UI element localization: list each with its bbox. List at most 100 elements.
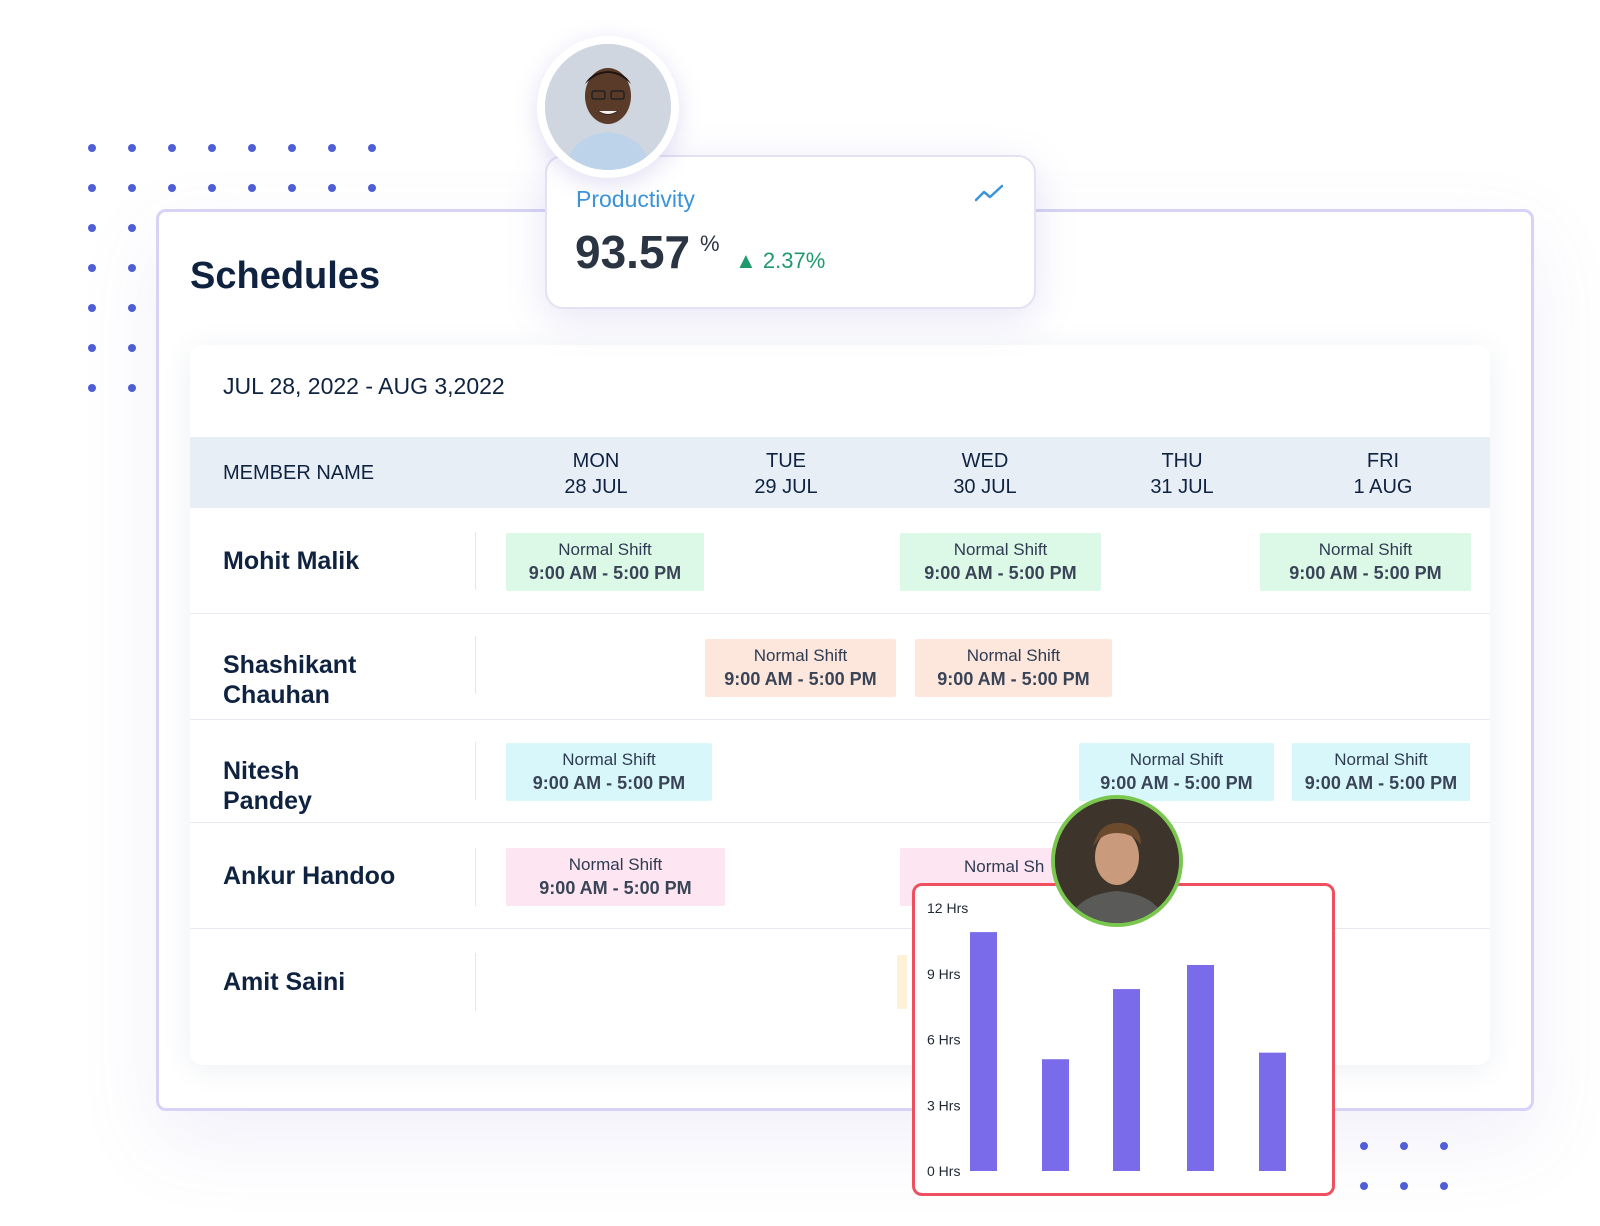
shift-block[interactable]: Normal Shift 9:00 AM - 5:00 PM — [506, 743, 712, 801]
shift-block[interactable]: Normal Shift 9:00 AM - 5:00 PM — [900, 533, 1101, 591]
avatar — [537, 36, 679, 178]
trend-up-icon — [975, 184, 1003, 202]
column-divider — [475, 953, 476, 1011]
shift-block[interactable]: Normal Shift 9:00 AM - 5:00 PM — [705, 639, 896, 697]
dot — [128, 184, 136, 192]
dot — [128, 304, 136, 312]
dot — [88, 264, 96, 272]
y-tick-label: 6 Hrs — [927, 1032, 960, 1048]
dot — [88, 384, 96, 392]
day-date: 29 JUL — [754, 476, 818, 498]
schedule-header-row — [190, 437, 1490, 508]
shift-label: Normal Shift — [753, 646, 848, 665]
column-divider — [475, 636, 476, 694]
day-header-tue: TUE 29 JUL — [716, 448, 856, 500]
shift-time: 9:00 AM - 5:00 PM — [924, 563, 1077, 583]
productivity-delta: ▲ 2.37% — [735, 248, 826, 273]
day-name: FRI — [1366, 450, 1400, 472]
shift-time: 9:00 AM - 5:00 PM — [1100, 773, 1253, 793]
productivity-unit: % — [700, 231, 720, 256]
avatar-photo — [545, 44, 671, 170]
day-name: MON — [572, 450, 620, 472]
member-name-header: MEMBER NAME — [223, 462, 375, 484]
bar — [1042, 1059, 1069, 1171]
shift-label: Normal Shift — [568, 855, 663, 874]
shift-block[interactable]: Normal Shift 9:00 AM - 5:00 PM — [506, 848, 725, 906]
dot — [328, 184, 336, 192]
dot — [288, 144, 296, 152]
dot — [128, 344, 136, 352]
shift-block-hidden — [897, 955, 907, 1009]
dot — [1440, 1182, 1448, 1190]
dot — [88, 184, 96, 192]
avatar-photo — [1055, 799, 1179, 923]
dot — [1360, 1142, 1368, 1150]
shift-block[interactable]: Normal Shift 9:00 AM - 5:00 PM — [506, 533, 704, 591]
shift-block[interactable]: Normal Shift 9:00 AM - 5:00 PM — [1292, 743, 1470, 801]
avatar — [1051, 795, 1183, 927]
dot — [208, 144, 216, 152]
shift-time: 9:00 AM - 5:00 PM — [539, 878, 692, 898]
shift-time: 9:00 AM - 5:00 PM — [724, 669, 877, 689]
day-header-thu: THU 31 JUL — [1112, 448, 1252, 500]
row-divider — [190, 719, 1490, 720]
shift-time: 9:00 AM - 5:00 PM — [1304, 773, 1458, 793]
day-date: 28 JUL — [564, 476, 628, 498]
date-range[interactable]: JUL 28, 2022 - AUG 3,2022 — [223, 373, 505, 399]
day-header-mon: MON 28 JUL — [526, 448, 666, 500]
dot — [88, 144, 96, 152]
day-name: WED — [961, 450, 1009, 472]
dot — [168, 184, 176, 192]
shift-block[interactable]: Normal Shift 9:00 AM - 5:00 PM — [1079, 743, 1274, 801]
shift-label: Normal Shift — [1334, 750, 1428, 769]
bar — [970, 932, 997, 1171]
productivity-label: Productivity — [576, 186, 695, 212]
row-divider — [190, 928, 1490, 929]
day-header-fri: FRI 1 AUG — [1313, 448, 1453, 500]
bar — [1187, 964, 1214, 1171]
day-date: 1 AUG — [1353, 476, 1413, 498]
member-name[interactable]: Nitesh Pandey — [223, 757, 312, 815]
page-title: Schedules — [190, 255, 381, 297]
day-name: TUE — [766, 450, 806, 472]
member-name[interactable]: Mohit Malik — [223, 547, 360, 575]
member-name[interactable]: Ankur Handoo — [223, 862, 396, 890]
day-name: THU — [1161, 450, 1203, 472]
row-divider — [190, 822, 1490, 823]
shift-label: Normal Shift — [966, 646, 1061, 665]
shift-block[interactable]: Normal Shift 9:00 AM - 5:00 PM — [915, 639, 1112, 697]
y-tick-label: 0 Hrs — [927, 1163, 960, 1179]
shift-time: 9:00 AM - 5:00 PM — [532, 773, 686, 793]
shift-time: 9:00 AM - 5:00 PM — [1289, 563, 1442, 583]
dot — [248, 184, 256, 192]
dot — [248, 144, 256, 152]
dot — [368, 144, 376, 152]
column-divider — [475, 848, 476, 906]
y-tick-label: 12 Hrs — [927, 900, 968, 916]
shift-label: Normal Shift — [558, 540, 652, 559]
day-date: 30 JUL — [953, 476, 1017, 498]
bar — [1259, 1052, 1286, 1171]
member-name[interactable]: Amit Saini — [223, 968, 346, 996]
dot — [128, 384, 136, 392]
shift-block[interactable]: Normal Shift 9:00 AM - 5:00 PM — [1260, 533, 1471, 591]
dot — [168, 144, 176, 152]
dot — [208, 184, 216, 192]
member-name[interactable]: Shashikant Chauhan — [223, 651, 357, 709]
shift-label: Normal Sh — [964, 857, 1045, 876]
shift-time: 9:00 AM - 5:00 PM — [937, 669, 1090, 689]
y-tick-label: 3 Hrs — [927, 1097, 960, 1113]
shift-time: 9:00 AM - 5:00 PM — [528, 563, 682, 583]
shift-label: Normal Shift — [953, 540, 1048, 559]
productivity-card — [545, 155, 1036, 309]
dot — [88, 224, 96, 232]
shift-label: Normal Shift — [562, 750, 656, 769]
dot — [1400, 1182, 1408, 1190]
bar-chart: 0 Hrs 3 Hrs 6 Hrs 9 Hrs 12 Hrs — [927, 900, 1286, 1179]
day-date: 31 JUL — [1150, 476, 1214, 498]
dot — [128, 264, 136, 272]
dot — [128, 144, 136, 152]
shift-label: Normal Shift — [1318, 540, 1413, 559]
row-divider — [190, 613, 1490, 614]
dot — [88, 304, 96, 312]
